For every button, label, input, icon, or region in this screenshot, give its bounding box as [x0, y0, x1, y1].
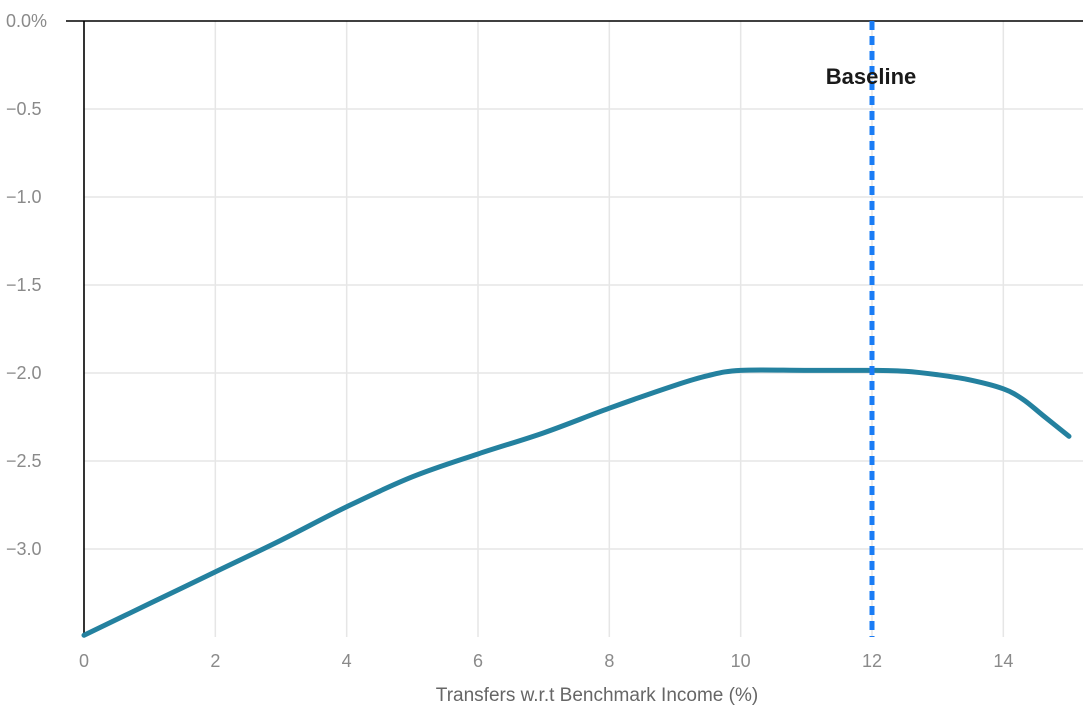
y-tick-label: −3.0 [6, 539, 42, 559]
y-tick-label: −2.5 [6, 451, 42, 471]
x-tick-label: 0 [79, 651, 89, 671]
y-tick-label: 0.0% [6, 11, 47, 31]
x-tick-label: 10 [731, 651, 751, 671]
x-tick-label: 12 [862, 651, 882, 671]
x-axis-title: Transfers w.r.t Benchmark Income (%) [436, 685, 758, 706]
y-tick-label: −1.5 [6, 275, 42, 295]
x-tick-label: 8 [604, 651, 614, 671]
series [81, 367, 1072, 638]
x-tick-label: 2 [210, 651, 220, 671]
baseline-label: Baseline [826, 64, 917, 89]
axes [66, 20, 1083, 637]
baseline-marker: Baseline [826, 21, 917, 637]
x-tick-label: 6 [473, 651, 483, 671]
y-tick-label: −0.5 [6, 99, 42, 119]
x-tick-label: 4 [342, 651, 352, 671]
y-tick-label: −1.0 [6, 187, 42, 207]
y-tick-label: −2.0 [6, 363, 42, 383]
x-tick-label: 14 [993, 651, 1013, 671]
grid [84, 21, 1083, 637]
tick-labels: 0.0% −0.5 −1.0 −1.5 −2.0 −2.5 −3.0 0 2 4 6 8 10 12 14 [6, 11, 1013, 671]
series-line [81, 367, 1072, 638]
